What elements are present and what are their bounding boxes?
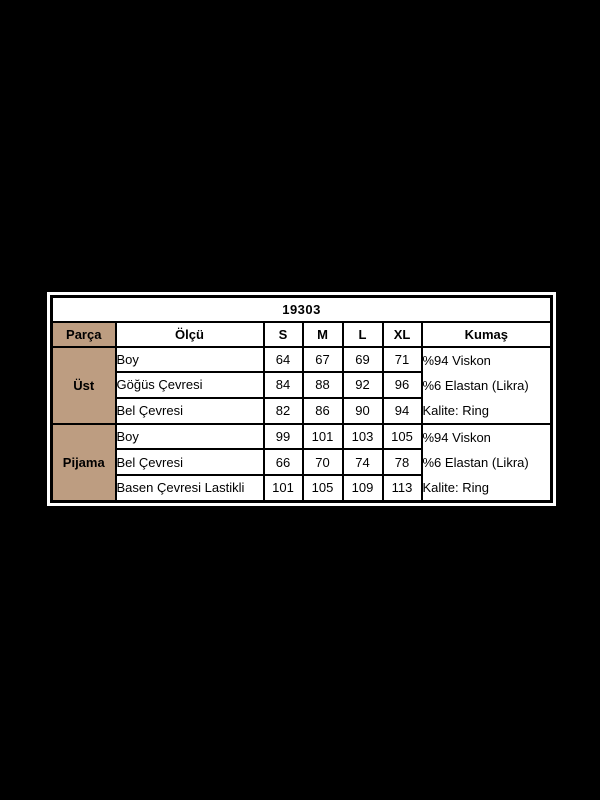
table-row: Göğüs Çevresi 84 88 92 96 <box>52 371 552 399</box>
fabric-info-pijama: %94 Viskon %6 Elastan (Likra) Kalite: Ri… <box>420 422 553 502</box>
fabric-line: %6 Elastan (Likra) <box>422 377 529 393</box>
model-number-header: 19303 <box>50 295 553 323</box>
size-value-s: 82 <box>262 396 304 425</box>
col-header-size-m: M <box>301 320 344 348</box>
size-value-l: 103 <box>341 422 384 451</box>
size-value-s: 101 <box>262 474 304 502</box>
measure-label: Boy <box>114 422 265 451</box>
size-value-s: 66 <box>262 448 304 477</box>
measure-label: Bel Çevresi <box>114 448 265 477</box>
col-header-kumas: Kumaş <box>420 320 553 348</box>
size-value-m: 101 <box>301 422 344 451</box>
measure-label: Bel Çevresi <box>114 396 265 425</box>
table-row: Bel Çevresi 82 86 90 94 <box>52 396 552 425</box>
table-row: Basen Çevresi Lastikli 101 105 109 113 <box>52 474 552 502</box>
column-header-row: Parça Ölçü S M L XL Kumaş <box>50 320 553 348</box>
measure-label: Göğüs Çevresi <box>114 371 265 399</box>
table-row: Üst Boy 64 67 69 71 %94 Viskon %6 Elasta… <box>50 345 553 425</box>
size-value-l: 90 <box>341 396 384 425</box>
size-value-l: 74 <box>341 448 384 477</box>
size-value-l: 109 <box>341 474 384 502</box>
size-value-m: 105 <box>301 474 344 502</box>
size-value-xl: 71 <box>381 345 423 374</box>
size-value-m: 70 <box>301 448 344 477</box>
size-value-s: 64 <box>262 345 304 374</box>
size-value-xl: 96 <box>381 371 423 399</box>
fabric-line: %94 Viskon <box>422 429 491 445</box>
col-header-size-xl: XL <box>381 320 423 348</box>
fabric-line: %6 Elastan (Likra) <box>422 454 529 470</box>
size-chart-table: 19303 Parça Ölçü S M L XL Kumaş Üst Boy … <box>50 295 554 503</box>
col-header-size-l: L <box>341 320 384 348</box>
model-number-row: 19303 <box>50 295 553 323</box>
col-header-size-s: S <box>262 320 304 348</box>
fabric-line: Kalite: Ring <box>422 479 489 495</box>
size-value-l: 69 <box>341 345 384 374</box>
measure-label: Basen Çevresi Lastikli <box>114 474 265 502</box>
fabric-line: Kalite: Ring <box>422 402 489 418</box>
fabric-info-ust: %94 Viskon %6 Elastan (Likra) Kalite: Ri… <box>420 345 553 425</box>
col-header-olcu: Ölçü <box>114 320 265 348</box>
size-value-m: 86 <box>301 396 344 425</box>
group-label-ust: Üst <box>50 345 117 425</box>
measure-label: Boy <box>114 345 265 374</box>
size-value-l: 92 <box>341 371 384 399</box>
col-header-parca: Parça <box>50 320 117 348</box>
size-value-s: 99 <box>262 422 304 451</box>
table-row: Bel Çevresi 66 70 74 78 <box>52 448 552 477</box>
size-value-xl: 113 <box>381 474 423 502</box>
size-value-m: 88 <box>301 371 344 399</box>
fabric-line: %94 Viskon <box>422 352 491 368</box>
size-value-m: 67 <box>301 345 344 374</box>
size-value-xl: 78 <box>381 448 423 477</box>
size-value-s: 84 <box>262 371 304 399</box>
table-row: Pijama Boy 99 101 103 105 %94 Viskon %6 … <box>50 422 553 502</box>
size-chart-frame: 19303 Parça Ölçü S M L XL Kumaş Üst Boy … <box>47 292 557 506</box>
size-value-xl: 94 <box>381 396 423 425</box>
size-value-xl: 105 <box>381 422 423 451</box>
group-label-pijama: Pijama <box>50 422 117 502</box>
